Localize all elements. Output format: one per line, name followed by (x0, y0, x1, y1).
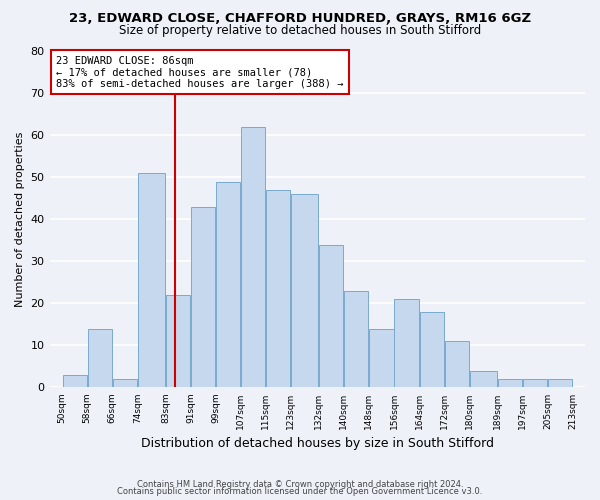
Text: Size of property relative to detached houses in South Stifford: Size of property relative to detached ho… (119, 24, 481, 37)
Bar (344, 291, 368, 388)
Bar (470, 370, 497, 388)
Bar (266, 190, 290, 388)
Bar (523, 379, 547, 388)
Bar (291, 194, 319, 388)
Bar (137, 174, 165, 388)
X-axis label: Distribution of detached houses by size in South Stifford: Distribution of detached houses by size … (141, 437, 494, 450)
Bar (191, 207, 215, 388)
Bar (166, 295, 190, 388)
Bar (319, 244, 343, 388)
Bar (62, 375, 86, 388)
Bar (113, 379, 137, 388)
Bar (394, 299, 419, 388)
Text: Contains HM Land Registry data © Crown copyright and database right 2024.: Contains HM Land Registry data © Crown c… (137, 480, 463, 489)
Bar (419, 312, 443, 388)
Bar (370, 328, 394, 388)
Text: 23 EDWARD CLOSE: 86sqm
← 17% of detached houses are smaller (78)
83% of semi-det: 23 EDWARD CLOSE: 86sqm ← 17% of detached… (56, 56, 343, 89)
Bar (241, 127, 265, 388)
Bar (216, 182, 240, 388)
Bar (88, 328, 112, 388)
Bar (548, 379, 572, 388)
Bar (498, 379, 522, 388)
Bar (445, 341, 469, 388)
Text: Contains public sector information licensed under the Open Government Licence v3: Contains public sector information licen… (118, 487, 482, 496)
Y-axis label: Number of detached properties: Number of detached properties (15, 132, 25, 307)
Text: 23, EDWARD CLOSE, CHAFFORD HUNDRED, GRAYS, RM16 6GZ: 23, EDWARD CLOSE, CHAFFORD HUNDRED, GRAY… (69, 12, 531, 26)
